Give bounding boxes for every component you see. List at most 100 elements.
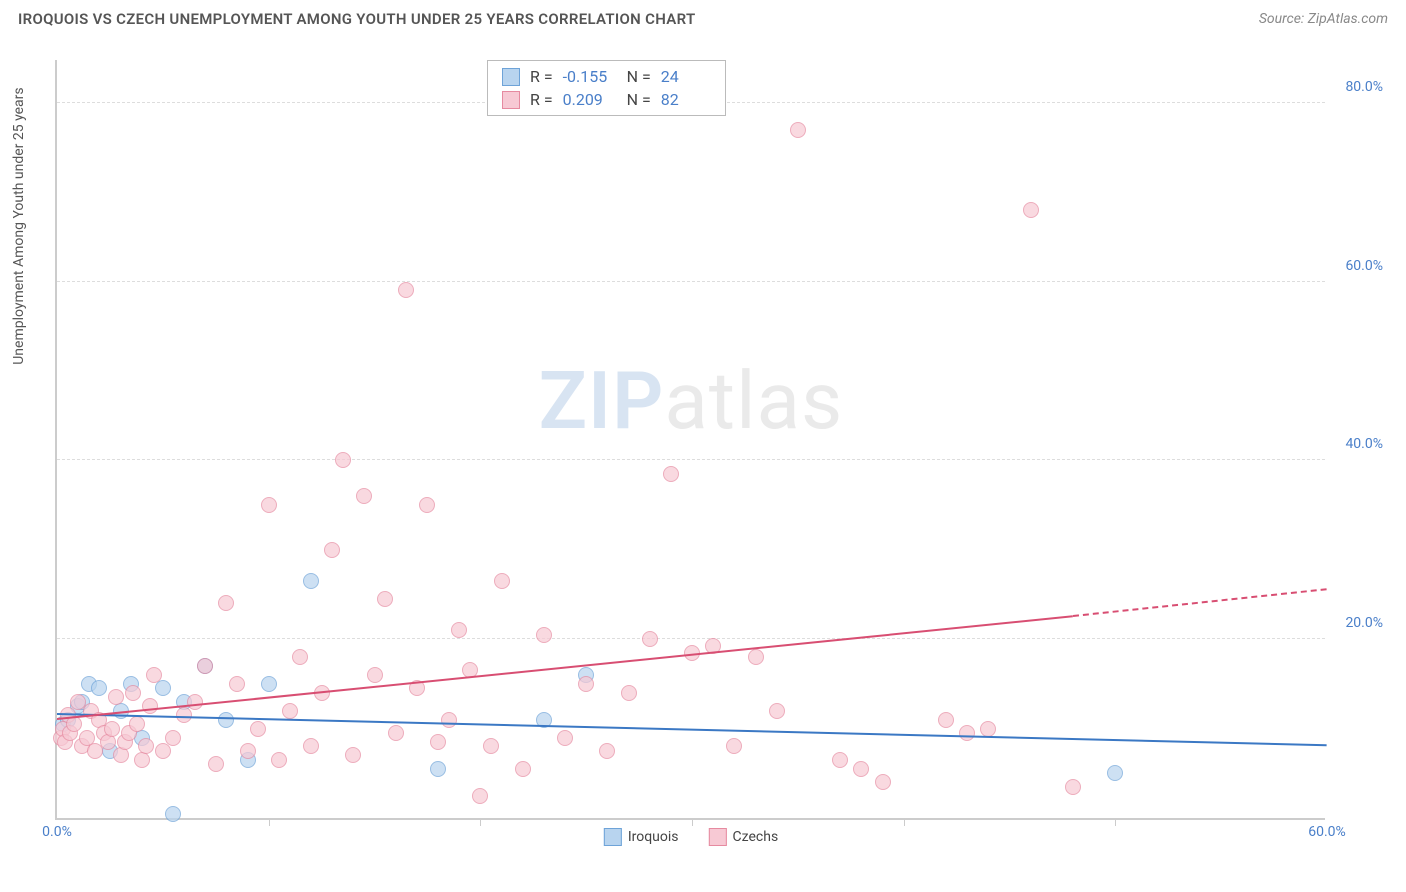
data-point [261,497,277,513]
data-point [271,752,287,768]
legend-swatch [709,828,727,846]
data-point [790,122,806,138]
data-point [377,591,393,607]
data-point [335,452,351,468]
plot-area: ZIPatlas 20.0%40.0%60.0%80.0%0.0%60.0%R … [55,60,1325,820]
data-point [853,761,869,777]
data-point [229,676,245,692]
legend-swatch [604,828,622,846]
data-point [599,743,615,759]
data-point [165,730,181,746]
data-point [938,712,954,728]
data-point [832,752,848,768]
chart-source: Source: ZipAtlas.com [1259,11,1388,27]
data-point [155,680,171,696]
data-point [208,756,224,772]
stat-n-label: N = [623,90,651,109]
stat-r-label: R = [530,90,553,109]
data-point [959,725,975,741]
chart-title: IROQUOIS VS CZECH UNEMPLOYMENT AMONG YOU… [18,10,695,28]
stat-n-value: 24 [661,67,711,86]
gridline-h [57,281,1325,282]
legend: Iroquois Czechs [604,828,778,846]
data-point [430,761,446,777]
trend-line [57,713,1327,746]
data-point [483,738,499,754]
data-point [430,734,446,750]
data-point [218,595,234,611]
data-point [108,689,124,705]
legend-label: Iroquois [628,829,679,845]
series-swatch [502,68,520,86]
data-point [125,685,141,701]
y-axis-title: Unemployment Among Youth under 25 years [11,87,27,364]
data-point [494,573,510,589]
data-point [769,703,785,719]
data-point [726,738,742,754]
data-point [129,716,145,732]
stat-r-label: R = [530,67,553,86]
data-point [142,698,158,714]
y-tick-label: 80.0% [1345,79,1383,95]
data-point [187,694,203,710]
data-point [1023,202,1039,218]
data-point [250,721,266,737]
x-tick [1115,818,1116,826]
legend-item: Czechs [709,828,779,846]
y-tick-label: 20.0% [1345,615,1383,631]
x-tick [269,818,270,826]
data-point [303,573,319,589]
stat-n-label: N = [623,67,651,86]
data-point [388,725,404,741]
data-point [104,721,120,737]
stat-r-value: -0.155 [563,67,613,86]
data-point [980,721,996,737]
data-point [324,542,340,558]
data-point [398,282,414,298]
stats-row: R = -0.155 N = 24 [502,65,711,88]
data-point [367,667,383,683]
data-point [419,497,435,513]
x-tick-label: 0.0% [42,824,72,840]
x-tick [692,818,693,826]
y-tick-label: 60.0% [1345,258,1383,274]
stat-n-value: 82 [661,90,711,109]
data-point [155,743,171,759]
data-point [875,774,891,790]
legend-label: Czechs [733,829,779,845]
data-point [240,743,256,759]
data-point [748,649,764,665]
data-point [621,685,637,701]
gridline-h [57,638,1325,639]
data-point [441,712,457,728]
trend-line [1073,588,1327,617]
data-point [472,788,488,804]
legend-item: Iroquois [604,828,679,846]
data-point [557,730,573,746]
data-point [356,488,372,504]
data-point [1107,765,1123,781]
data-point [451,622,467,638]
data-point [303,738,319,754]
data-point [515,761,531,777]
watermark: ZIPatlas [539,354,844,448]
x-tick [480,818,481,826]
data-point [138,738,154,754]
x-tick [904,818,905,826]
data-point [578,676,594,692]
stats-box: R = -0.155 N = 24R = 0.209 N = 82 [487,60,726,116]
stats-row: R = 0.209 N = 82 [502,88,711,111]
data-point [292,649,308,665]
data-point [663,466,679,482]
data-point [146,667,162,683]
data-point [282,703,298,719]
data-point [1065,779,1081,795]
x-tick-label: 60.0% [1308,824,1346,840]
stat-r-value: 0.209 [563,90,613,109]
data-point [345,747,361,763]
data-point [91,680,107,696]
data-point [165,806,181,822]
chart-header: IROQUOIS VS CZECH UNEMPLOYMENT AMONG YOU… [0,0,1406,34]
data-point [218,712,234,728]
y-tick-label: 40.0% [1345,436,1383,452]
